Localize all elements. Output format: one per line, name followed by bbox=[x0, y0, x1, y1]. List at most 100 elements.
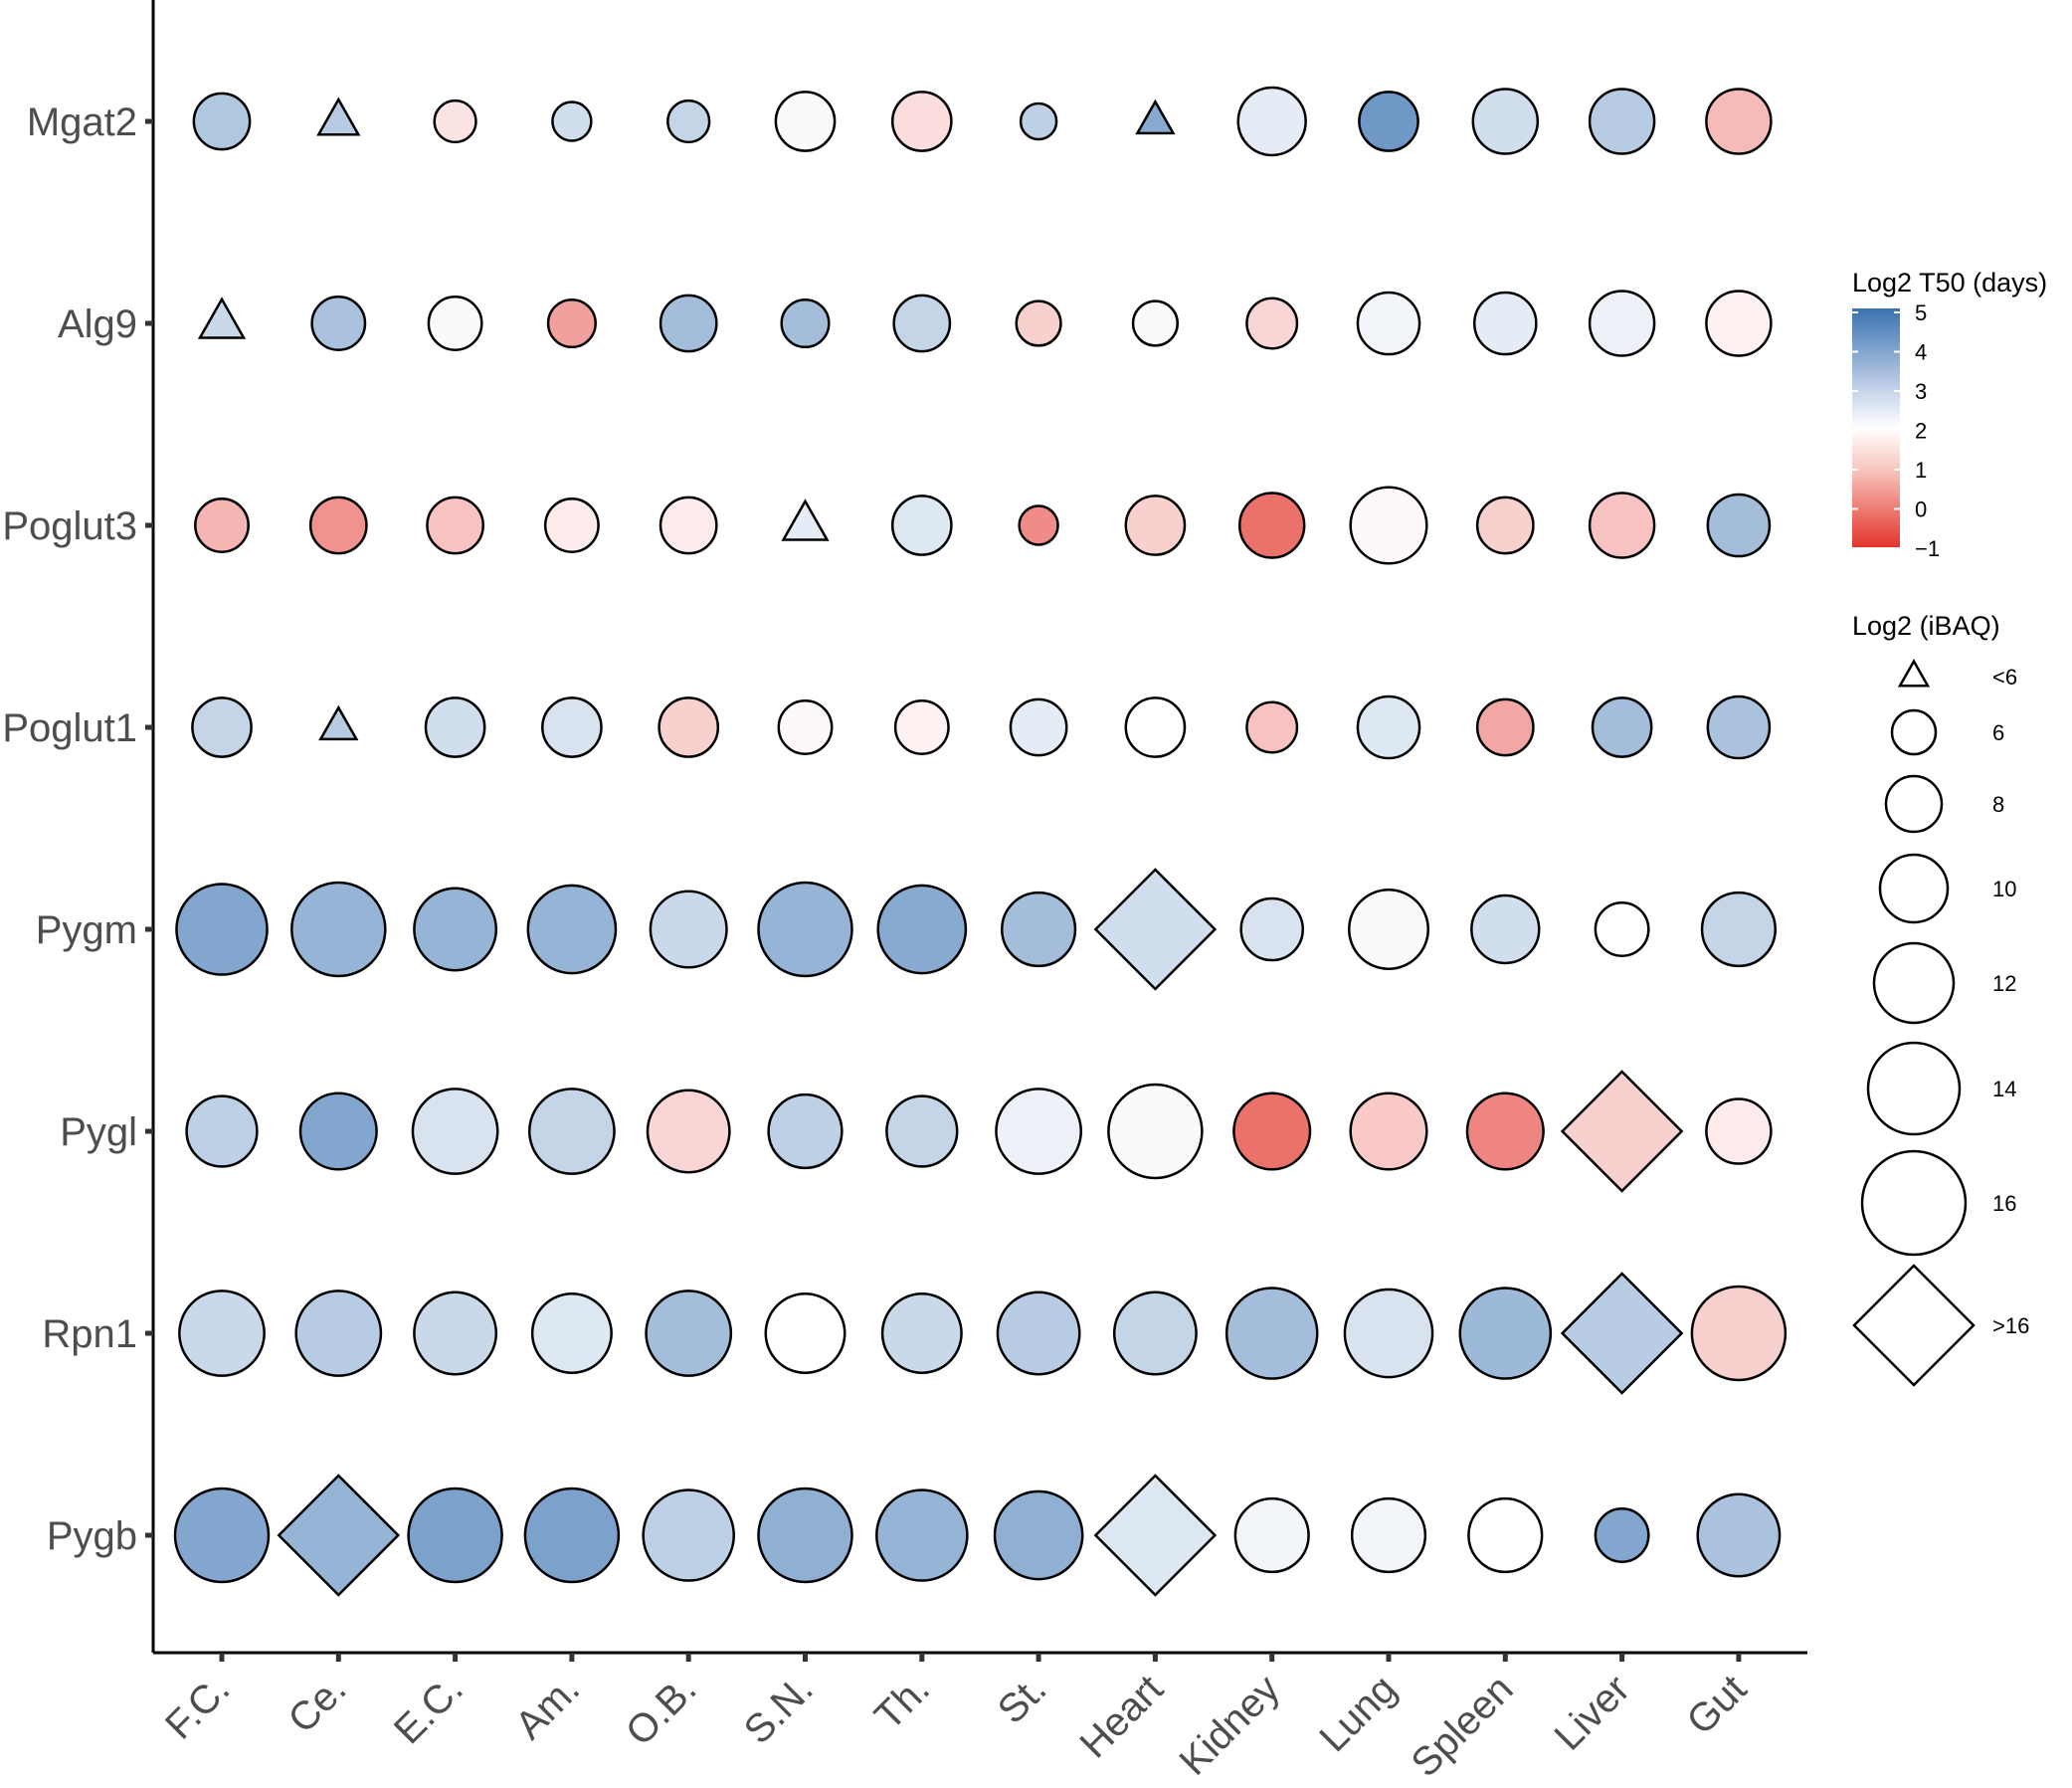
x-tick-label: Spleen bbox=[1403, 1667, 1521, 1785]
data-point bbox=[308, 496, 368, 555]
data-point bbox=[194, 497, 250, 553]
data-point bbox=[658, 696, 720, 758]
data-point bbox=[318, 704, 359, 741]
data-point bbox=[1705, 1097, 1773, 1165]
x-tick-label: Am. bbox=[507, 1667, 588, 1747]
data-point bbox=[298, 1092, 378, 1171]
data-point bbox=[1015, 299, 1062, 347]
data-point bbox=[996, 1291, 1081, 1376]
data-point bbox=[407, 1487, 503, 1584]
size-legend-symbol bbox=[1860, 1149, 1968, 1257]
data-point bbox=[880, 1292, 963, 1374]
size-legend-symbol bbox=[1884, 774, 1944, 834]
size-legend: Log2 (iBAQ) <6 6 8 10 12 14 16 >16 bbox=[1852, 611, 2029, 1387]
data-point bbox=[185, 1094, 259, 1168]
color-legend: Log2 T50 (days) 5 4 3 2 1 0 −1 bbox=[1852, 268, 2047, 561]
data-point bbox=[1594, 1507, 1650, 1563]
data-point bbox=[1465, 1092, 1545, 1171]
data-point bbox=[1458, 1287, 1553, 1380]
size-legend-symbol bbox=[1866, 1041, 1962, 1136]
colorbar-tick-label: 2 bbox=[1915, 419, 1927, 444]
data-point bbox=[427, 296, 483, 351]
data-point bbox=[1588, 290, 1656, 357]
data-point bbox=[178, 1290, 266, 1377]
data-point bbox=[191, 696, 253, 758]
data-point bbox=[645, 1290, 733, 1377]
data-point bbox=[433, 99, 477, 144]
data-point bbox=[277, 1474, 401, 1597]
size-legend-label: 16 bbox=[1992, 1191, 2016, 1216]
x-tick-label: St. bbox=[990, 1667, 1055, 1732]
data-point bbox=[1009, 697, 1068, 757]
data-point bbox=[649, 890, 728, 969]
size-legend-label: 14 bbox=[1992, 1077, 2016, 1101]
data-point bbox=[1135, 99, 1176, 135]
size-legend-label: 8 bbox=[1992, 792, 2004, 817]
data-point bbox=[1560, 1272, 1684, 1395]
data-point bbox=[1475, 697, 1535, 757]
data-point bbox=[1356, 291, 1421, 356]
data-point bbox=[1131, 299, 1180, 347]
data-point bbox=[1473, 291, 1538, 356]
x-tick-label: Gut bbox=[1679, 1667, 1756, 1743]
data-point bbox=[1560, 1070, 1684, 1193]
plot-axes bbox=[151, 0, 1807, 1655]
data-point bbox=[197, 297, 247, 339]
data-point bbox=[294, 1290, 383, 1377]
colorbar-ticks: 5 4 3 2 1 0 −1 bbox=[1852, 300, 1940, 561]
x-tick-labels: F.C. Ce. E.C. Am. O.B. S.N. Th. St. Heart Kidney L… bbox=[157, 1653, 1755, 1785]
data-point bbox=[642, 1489, 736, 1582]
data-point bbox=[1471, 88, 1540, 155]
data-point bbox=[1706, 493, 1772, 558]
data-point bbox=[1124, 495, 1187, 556]
data-point bbox=[1236, 86, 1307, 157]
data-point bbox=[1349, 1092, 1428, 1171]
data-point bbox=[424, 696, 486, 758]
size-legend-title: Log2 (iBAQ) bbox=[1852, 611, 2000, 641]
data-point bbox=[551, 100, 593, 142]
data-point bbox=[1245, 297, 1299, 350]
data-point bbox=[885, 1094, 959, 1168]
x-tick-label: Ce. bbox=[281, 1667, 355, 1741]
data-point bbox=[1232, 1092, 1312, 1171]
size-legend-label: 6 bbox=[1992, 720, 2004, 745]
data-point bbox=[523, 1487, 621, 1584]
size-legend-symbol bbox=[1878, 853, 1950, 924]
data-point bbox=[764, 1292, 847, 1374]
y-tick-labels: Mgat2 Alg9 Poglut3 Poglut1 Pygm Pygl Rpn1 Pygb bbox=[2, 100, 153, 1558]
y-tick-label: Poglut1 bbox=[2, 706, 137, 750]
data-point bbox=[1348, 889, 1429, 970]
data-point bbox=[541, 696, 603, 758]
x-tick-label: E.C. bbox=[386, 1667, 471, 1752]
data-point bbox=[1237, 492, 1306, 559]
data-point bbox=[1019, 101, 1058, 141]
data-point bbox=[1588, 492, 1656, 559]
data-point bbox=[646, 1089, 731, 1174]
data-point bbox=[659, 496, 718, 555]
data-point bbox=[526, 884, 618, 975]
data-point bbox=[774, 91, 837, 152]
colorbar-tick-label: 5 bbox=[1915, 300, 1927, 325]
data-point bbox=[875, 1489, 969, 1582]
x-tick-label: Liver bbox=[1547, 1667, 1638, 1758]
data-point bbox=[893, 699, 950, 755]
y-tick-label: Pygm bbox=[36, 908, 137, 952]
data-point bbox=[316, 97, 361, 136]
y-tick-label: Mgat2 bbox=[27, 100, 137, 144]
y-tick-label: Pygl bbox=[60, 1110, 137, 1154]
data-point bbox=[290, 881, 387, 978]
colorbar-tick-label: 1 bbox=[1915, 458, 1927, 483]
data-point bbox=[666, 99, 711, 144]
data-point bbox=[781, 498, 830, 541]
data-point bbox=[173, 1487, 271, 1584]
data-point bbox=[1124, 696, 1187, 758]
data-point bbox=[413, 887, 498, 972]
y-tick-label: Poglut3 bbox=[2, 504, 137, 548]
data-point bbox=[1705, 290, 1773, 357]
data-marks bbox=[173, 86, 1788, 1597]
x-tick-label: O.B. bbox=[618, 1667, 705, 1754]
data-point bbox=[1594, 901, 1650, 957]
data-point bbox=[1470, 894, 1541, 965]
size-legend-label: 10 bbox=[1992, 877, 2016, 901]
size-legend-label: <6 bbox=[1992, 665, 2017, 690]
